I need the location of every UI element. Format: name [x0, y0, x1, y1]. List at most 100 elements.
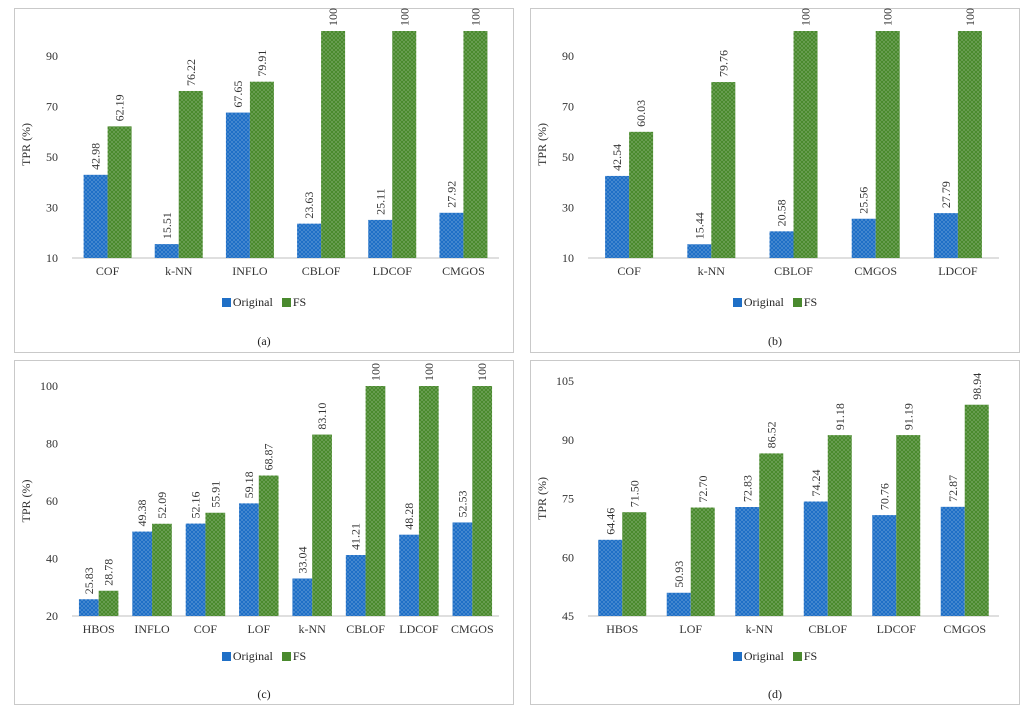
data-label: 49.38 [135, 500, 149, 527]
x-tick-label: LDCOF [373, 264, 413, 278]
bar-original [933, 213, 958, 258]
x-tick-label: CBLOF [808, 622, 847, 636]
legend-label-fs: FS [803, 295, 818, 309]
data-label: 100 [368, 363, 382, 381]
y-axis-label: TPR (%) [19, 123, 33, 166]
bar-original [735, 506, 760, 616]
x-tick-label: LDCOF [877, 622, 917, 636]
x-tick-label: COF [617, 264, 641, 278]
x-tick-label: k-NN [746, 622, 774, 636]
x-tick-label: CMGOS [442, 264, 485, 278]
data-label: 79.91 [255, 50, 269, 77]
legend-a: Original FS [15, 295, 513, 310]
bar-chart-a: 10 30 50 70 90 TPR (%) 42.98 62.19 COF 15.51 76.22… [19, 8, 499, 278]
data-label: 28.78 [102, 559, 116, 586]
data-label: 62.19 [113, 94, 127, 121]
data-label: 15.51 [160, 212, 174, 239]
data-label: 52.09 [155, 492, 169, 519]
y-tick-label: 10 [46, 251, 58, 265]
bar-fs [365, 386, 386, 616]
y-tick-label: 40 [46, 552, 58, 566]
legend-item-original: Original [221, 295, 273, 310]
data-label: 20.58 [775, 199, 789, 226]
legend-label-fs: FS [292, 649, 307, 663]
y-tick-label: 75 [562, 492, 574, 506]
y-tick-label: 90 [562, 49, 574, 63]
data-label: 83.10 [315, 403, 329, 430]
x-tick-label: CMGOS [854, 264, 897, 278]
data-label: 27.79 [939, 181, 953, 208]
y-tick-label: 50 [562, 150, 574, 164]
bar-original [132, 531, 153, 616]
data-label: 25.83 [82, 567, 96, 594]
x-tick-label: HBOS [606, 622, 638, 636]
legend-item-original: Original [221, 649, 273, 664]
bar-fs [463, 31, 488, 258]
data-label: 60.03 [634, 100, 648, 127]
bar-fs [321, 31, 346, 258]
data-label: 100 [326, 8, 340, 26]
legend-item-original: Original [732, 295, 784, 310]
bar-fs [793, 31, 818, 258]
legend-label-fs: FS [803, 649, 818, 663]
y-tick-label: 70 [562, 100, 574, 114]
data-label: 48.28 [402, 503, 416, 530]
bar-fs [205, 512, 226, 616]
x-tick-label: k-NN [698, 264, 726, 278]
chart-panel-d: 45 60 75 90 105 TPR (%) 64.46 71.50 HBOS 50.93 72.… [530, 360, 1020, 705]
x-tick-label: HBOS [83, 622, 115, 636]
bar-original [297, 223, 322, 258]
data-label: 68.87 [262, 443, 276, 470]
bar-chart-b: 10 30 50 70 90 TPR (%) 42.54 60.03 COF 15.44 79.76… [535, 8, 999, 278]
bar-original [292, 578, 313, 616]
x-tick-label: COF [194, 622, 218, 636]
bar-fs [178, 90, 203, 258]
legend-label-fs: FS [292, 295, 307, 309]
legend-swatch-original [732, 652, 742, 661]
y-tick-label: 20 [46, 609, 58, 623]
bar-original [666, 592, 691, 616]
data-label: 64.46 [603, 508, 617, 535]
legend-item-fs: FS [792, 295, 818, 310]
x-tick-label: CBLOF [774, 264, 813, 278]
bar-original [368, 219, 393, 258]
bar-fs [690, 507, 715, 616]
caption-d: (d) [768, 687, 782, 701]
legend-item-original: Original [732, 649, 784, 664]
legend-label-original: Original [232, 295, 273, 309]
bar-fs [392, 31, 417, 258]
data-label: 100 [475, 363, 489, 381]
data-label: 100 [881, 8, 895, 26]
bar-original [687, 244, 712, 258]
data-label: 33.04 [295, 547, 309, 574]
chart-panel-c: 20 40 60 80 100 TPR (%) 25.83 28.78 HBOS 49.38 52.… [14, 360, 514, 705]
legend-swatch-fs [792, 298, 802, 307]
y-tick-label: 100 [40, 379, 58, 393]
data-label: 91.19 [901, 403, 915, 430]
y-tick-label: 80 [46, 437, 58, 451]
caption-b: (b) [768, 334, 782, 348]
y-tick-label: 30 [46, 201, 58, 215]
legend-item-fs: FS [792, 649, 818, 664]
bar-chart-c: 20 40 60 80 100 TPR (%) 25.83 28.78 HBOS 49.38 52.… [19, 363, 499, 636]
bar-original [605, 175, 630, 258]
legend-swatch-fs [281, 298, 291, 307]
data-label: 79.76 [716, 50, 730, 77]
bar-fs [249, 81, 274, 258]
x-tick-label: CMGOS [943, 622, 986, 636]
bar-original [78, 599, 99, 616]
bar-fs [418, 386, 439, 616]
data-label: 100 [799, 8, 813, 26]
data-label: 76.22 [184, 59, 198, 86]
bar-original [239, 503, 259, 616]
x-tick-label: INFLO [232, 264, 268, 278]
bar-original [185, 523, 206, 616]
x-tick-label: k-NN [299, 622, 327, 636]
bar-original [439, 212, 464, 258]
bar-fs [258, 475, 279, 616]
data-label: 41.21 [349, 523, 363, 550]
data-label: 70.76 [877, 483, 891, 510]
bar-original [399, 534, 419, 616]
y-tick-label: 50 [46, 150, 58, 164]
bar-original [154, 244, 179, 258]
